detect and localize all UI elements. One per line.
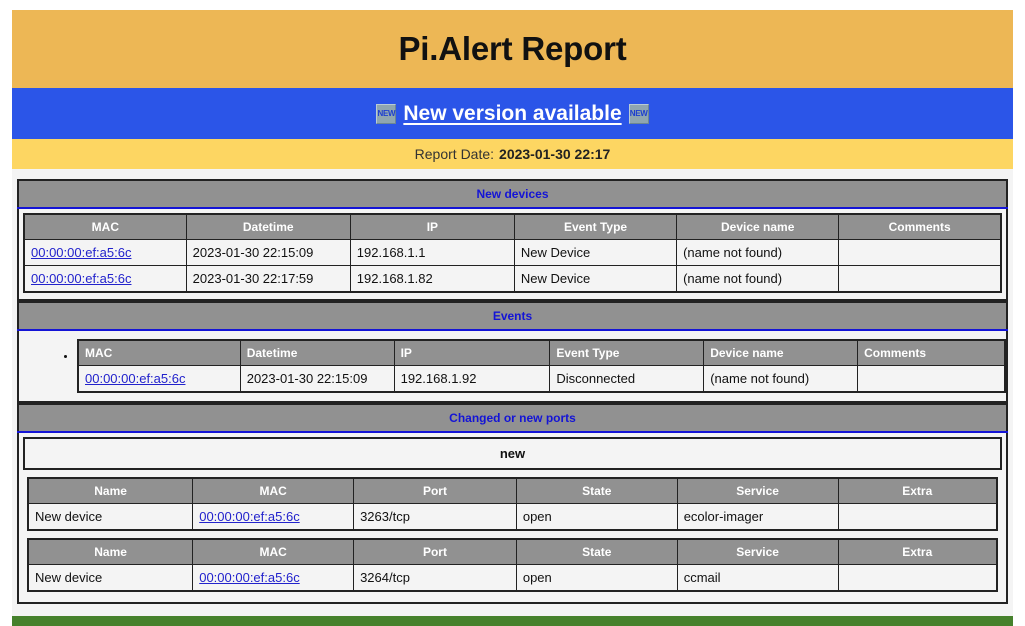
report-title-banner: Pi.Alert Report — [12, 10, 1013, 88]
events-col-datetime: Datetime — [239, 339, 395, 366]
events-table: MAC Datetime IP Event Type Device name C… — [77, 339, 1006, 393]
table-row: New device 00:00:00:ef:a5:6c 3263/tcp op… — [27, 503, 998, 531]
section-title-ports: Changed or new ports — [18, 404, 1007, 433]
report-footer: Pi.Alert - Synology-NAS — [12, 616, 1013, 626]
events-col-device-name: Device name — [703, 339, 859, 366]
mac-link[interactable]: 00:00:00:ef:a5:6c — [85, 371, 186, 386]
cell-mac: 00:00:00:ef:a5:6c — [23, 265, 187, 293]
mac-link[interactable]: 00:00:00:ef:a5:6c — [199, 570, 300, 585]
new-version-link[interactable]: New version available — [403, 101, 622, 125]
events-col-event-type: Event Type — [549, 339, 705, 366]
cell-service: ecolor-imager — [676, 503, 839, 531]
mac-link[interactable]: 00:00:00:ef:a5:6c — [199, 509, 300, 524]
footer-text: Pi.Alert - Synology-NAS — [439, 624, 586, 626]
ports-subsection-title-table: new — [23, 437, 1002, 470]
cell-port: 3264/tcp — [353, 564, 517, 592]
section-title-new-devices: New devices — [18, 180, 1007, 209]
report-date-label: Report Date: — [414, 146, 495, 162]
report-date-banner: Report Date: 2023-01-30 22:17 — [12, 139, 1013, 169]
cell-port: 3263/tcp — [353, 503, 517, 531]
section-body-ports: new Name MAC — [18, 432, 1007, 603]
cell-comments — [838, 265, 1002, 293]
cell-extra — [837, 564, 998, 592]
section-events: Events MAC — [17, 301, 1008, 403]
report-content: New devices MAC Datetime IP — [12, 169, 1013, 616]
cell-event-type: Disconnected — [549, 365, 705, 393]
events-header-row: MAC Datetime IP Event Type Device name C… — [77, 339, 1006, 366]
cell-device-name: (name not found) — [676, 239, 840, 266]
ports-header-row: Name MAC Port State Service Extra — [27, 477, 998, 504]
ports-col-name: Name — [27, 477, 194, 504]
cell-name: New device — [27, 564, 194, 592]
new-version-banner: NEW New version available NEW — [12, 88, 1013, 139]
cell-datetime: 2023-01-30 22:15:09 — [239, 365, 395, 393]
ports-col-state: State — [515, 477, 678, 504]
ports-col-extra: Extra — [837, 477, 998, 504]
events-col-comments: Comments — [857, 339, 1006, 366]
table-row: 00:00:00:ef:a5:6c 2023-01-30 22:15:09 19… — [23, 239, 1002, 266]
ports-tables-wrapper: Name MAC Port State Service Extra — [23, 474, 1002, 596]
new-devices-col-event-type: Event Type — [513, 213, 678, 240]
cell-ip: 192.168.1.1 — [349, 239, 515, 266]
list-item: MAC Datetime IP Event Type Device name C… — [77, 339, 1006, 393]
ports-table-1: Name MAC Port State Service Extra — [27, 477, 998, 531]
table-row: New device 00:00:00:ef:a5:6c 3264/tcp op… — [27, 564, 998, 592]
new-devices-table: MAC Datetime IP Event Type Device name C… — [23, 213, 1002, 293]
section-new-devices: New devices MAC Datetime IP — [17, 179, 1008, 301]
table-row: 00:00:00:ef:a5:6c 2023-01-30 22:15:09 19… — [77, 365, 1006, 393]
new-devices-col-datetime: Datetime — [185, 213, 351, 240]
ports-col-extra: Extra — [837, 538, 998, 565]
cell-mac: 00:00:00:ef:a5:6c — [23, 239, 187, 266]
cell-datetime: 2023-01-30 22:17:59 — [185, 265, 351, 293]
new-devices-col-ip: IP — [349, 213, 515, 240]
cell-state: open — [515, 564, 678, 592]
cell-event-type: New Device — [513, 265, 678, 293]
mac-link[interactable]: 00:00:00:ef:a5:6c — [31, 271, 132, 286]
cell-name: New device — [27, 503, 194, 531]
page-title: Pi.Alert Report — [398, 30, 627, 67]
cell-mac: 00:00:00:ef:a5:6c — [77, 365, 241, 393]
cell-extra — [837, 503, 998, 531]
ports-subsection-title: new — [499, 446, 526, 461]
events-list: MAC Datetime IP Event Type Device name C… — [19, 339, 1006, 393]
cell-state: open — [515, 503, 678, 531]
cell-comments — [838, 239, 1002, 266]
new-badge-icon-right: NEW — [628, 103, 649, 124]
cell-device-name: (name not found) — [676, 265, 840, 293]
section-body-events: MAC Datetime IP Event Type Device name C… — [18, 330, 1007, 402]
ports-col-mac: MAC — [192, 538, 355, 565]
cell-mac: 00:00:00:ef:a5:6c — [192, 503, 355, 531]
ports-col-name: Name — [27, 538, 194, 565]
report-date-value: 2023-01-30 22:17 — [499, 146, 611, 162]
new-devices-col-mac: MAC — [23, 213, 187, 240]
ports-header-row: Name MAC Port State Service Extra — [27, 538, 998, 565]
cell-comments — [857, 365, 1006, 393]
table-row: 00:00:00:ef:a5:6c 2023-01-30 22:17:59 19… — [23, 265, 1002, 293]
cell-datetime: 2023-01-30 22:15:09 — [185, 239, 351, 266]
ports-col-mac: MAC — [192, 477, 355, 504]
new-badge-icon-left: NEW — [376, 103, 397, 124]
cell-service: ccmail — [676, 564, 839, 592]
ports-col-service: Service — [676, 477, 839, 504]
ports-col-service: Service — [676, 538, 839, 565]
cell-device-name: (name not found) — [703, 365, 859, 393]
ports-table-2: Name MAC Port State Service Extra — [27, 538, 998, 592]
section-ports: Changed or new ports new — [17, 403, 1008, 604]
new-devices-col-comments: Comments — [838, 213, 1002, 240]
cell-ip: 192.168.1.82 — [349, 265, 515, 293]
mac-link[interactable]: 00:00:00:ef:a5:6c — [31, 245, 132, 260]
section-body-new-devices: MAC Datetime IP Event Type Device name C… — [18, 208, 1007, 300]
new-devices-header-row: MAC Datetime IP Event Type Device name C… — [23, 213, 1002, 240]
new-devices-col-device-name: Device name — [676, 213, 840, 240]
cell-ip: 192.168.1.92 — [393, 365, 551, 393]
ports-col-port: Port — [353, 477, 517, 504]
ports-col-port: Port — [353, 538, 517, 565]
events-col-ip: IP — [393, 339, 551, 366]
section-title-events: Events — [18, 302, 1007, 331]
events-col-mac: MAC — [77, 339, 241, 366]
cell-event-type: New Device — [513, 239, 678, 266]
cell-mac: 00:00:00:ef:a5:6c — [192, 564, 355, 592]
ports-col-state: State — [515, 538, 678, 565]
